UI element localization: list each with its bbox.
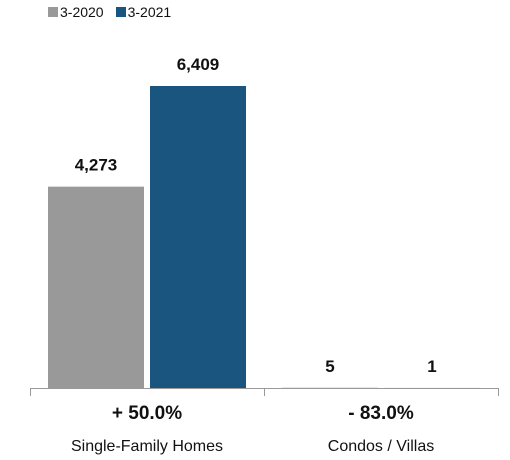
change-label-1: - 83.0% bbox=[348, 403, 414, 424]
data-label-1-1: 1 bbox=[427, 357, 436, 376]
legend-item-2021: 3-2021 bbox=[115, 4, 172, 20]
legend-swatch-2020 bbox=[48, 7, 58, 17]
legend-swatch-2021 bbox=[115, 7, 126, 17]
legend: 3-2020 3-2021 bbox=[48, 4, 171, 20]
data-label-0-1: 6,409 bbox=[177, 55, 220, 74]
bar-0-1 bbox=[150, 86, 246, 388]
data-label-1-0: 5 bbox=[325, 357, 334, 376]
bar-0-0 bbox=[48, 186, 144, 388]
legend-label-2020: 3-2020 bbox=[60, 4, 104, 20]
data-label-0-0: 4,273 bbox=[75, 156, 118, 175]
legend-label-2021: 3-2021 bbox=[127, 4, 172, 20]
legend-item-2020: 3-2020 bbox=[48, 4, 104, 20]
change-label-0: + 50.0% bbox=[112, 403, 182, 424]
category-label-1: Condos / Villas bbox=[328, 438, 434, 455]
category-label-0: Single-Family Homes bbox=[71, 438, 223, 455]
